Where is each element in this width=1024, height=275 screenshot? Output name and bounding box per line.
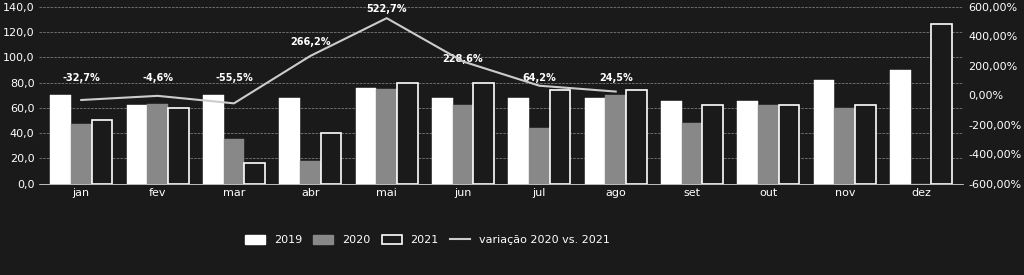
Bar <box>355 88 377 184</box>
Text: -32,7%: -32,7% <box>62 73 100 82</box>
Legend: 2019, 2020, 2021, variação 2020 vs. 2021: 2019, 2020, 2021, variação 2020 vs. 2021 <box>245 235 609 245</box>
Bar <box>203 95 223 184</box>
Bar <box>509 98 529 184</box>
Bar <box>91 120 113 184</box>
Text: 228,6%: 228,6% <box>442 54 483 64</box>
Bar <box>626 90 646 184</box>
Text: -4,6%: -4,6% <box>142 73 173 82</box>
Bar <box>529 128 550 184</box>
Bar <box>147 104 168 184</box>
Bar <box>932 24 952 184</box>
Bar <box>473 82 494 184</box>
Bar <box>855 105 876 184</box>
Bar <box>300 161 321 184</box>
Bar <box>890 70 910 184</box>
Bar <box>737 101 758 184</box>
Bar <box>50 95 71 184</box>
Bar <box>223 139 245 184</box>
Text: 266,2%: 266,2% <box>290 37 331 47</box>
Bar <box>835 108 855 184</box>
Text: 64,2%: 64,2% <box>522 73 556 82</box>
Bar <box>585 98 605 184</box>
Bar <box>453 105 473 184</box>
Bar <box>758 105 778 184</box>
Bar <box>778 105 800 184</box>
Bar <box>321 133 341 184</box>
Bar <box>377 89 397 184</box>
Text: 24,5%: 24,5% <box>599 73 633 82</box>
Text: 522,7%: 522,7% <box>367 4 407 14</box>
Bar <box>397 82 418 184</box>
Bar <box>245 163 265 184</box>
Bar <box>662 101 682 184</box>
Bar <box>71 124 91 184</box>
Bar <box>702 105 723 184</box>
Bar <box>550 90 570 184</box>
Bar <box>432 98 453 184</box>
Bar <box>814 80 835 184</box>
Bar <box>605 95 626 184</box>
Bar <box>127 105 147 184</box>
Bar <box>280 98 300 184</box>
Bar <box>682 123 702 184</box>
Bar <box>168 108 188 184</box>
Text: -55,5%: -55,5% <box>215 73 253 82</box>
